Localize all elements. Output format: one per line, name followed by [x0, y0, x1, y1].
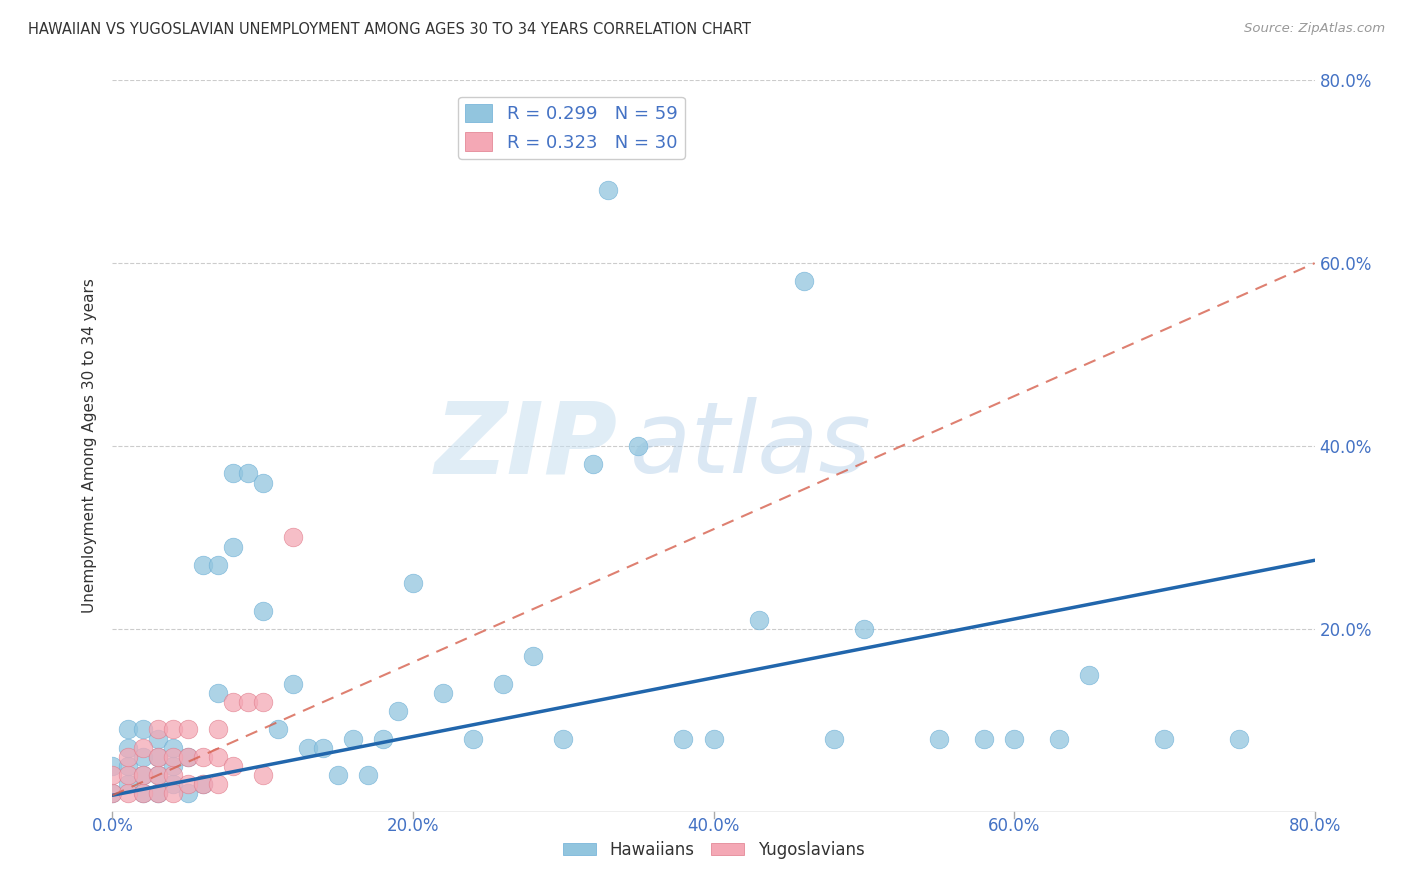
Text: HAWAIIAN VS YUGOSLAVIAN UNEMPLOYMENT AMONG AGES 30 TO 34 YEARS CORRELATION CHART: HAWAIIAN VS YUGOSLAVIAN UNEMPLOYMENT AMO… — [28, 22, 751, 37]
Point — [146, 787, 169, 801]
Point — [928, 731, 950, 746]
Point — [117, 759, 139, 773]
Point — [162, 749, 184, 764]
Point — [252, 768, 274, 782]
Point — [522, 649, 544, 664]
Point — [131, 740, 153, 755]
Text: ZIP: ZIP — [434, 398, 617, 494]
Point — [207, 723, 229, 737]
Point — [176, 723, 198, 737]
Point — [117, 723, 139, 737]
Point — [357, 768, 380, 782]
Point — [146, 787, 169, 801]
Point — [207, 777, 229, 791]
Point — [101, 787, 124, 801]
Point — [117, 749, 139, 764]
Point — [312, 740, 335, 755]
Point — [461, 731, 484, 746]
Legend: Hawaiians, Yugoslavians: Hawaiians, Yugoslavians — [555, 834, 872, 865]
Point — [131, 768, 153, 782]
Text: Source: ZipAtlas.com: Source: ZipAtlas.com — [1244, 22, 1385, 36]
Point — [252, 603, 274, 617]
Point — [281, 676, 304, 690]
Point — [162, 768, 184, 782]
Point — [146, 768, 169, 782]
Point — [162, 759, 184, 773]
Point — [973, 731, 995, 746]
Point — [342, 731, 364, 746]
Point — [598, 183, 620, 197]
Point — [267, 723, 290, 737]
Point — [162, 777, 184, 791]
Point — [162, 740, 184, 755]
Point — [371, 731, 394, 746]
Point — [281, 530, 304, 544]
Point — [176, 749, 198, 764]
Point — [191, 558, 214, 572]
Point — [252, 475, 274, 490]
Point — [387, 704, 409, 718]
Point — [117, 777, 139, 791]
Point — [823, 731, 845, 746]
Point — [101, 787, 124, 801]
Point — [131, 768, 153, 782]
Point — [748, 613, 770, 627]
Point — [117, 740, 139, 755]
Point — [852, 622, 875, 636]
Point — [101, 759, 124, 773]
Point — [162, 723, 184, 737]
Point — [236, 695, 259, 709]
Point — [176, 749, 198, 764]
Point — [793, 275, 815, 289]
Point — [627, 439, 650, 453]
Point — [176, 787, 198, 801]
Point — [582, 458, 605, 472]
Point — [117, 787, 139, 801]
Point — [131, 787, 153, 801]
Point — [492, 676, 515, 690]
Point — [131, 749, 153, 764]
Point — [222, 695, 245, 709]
Point — [432, 686, 454, 700]
Point — [1002, 731, 1025, 746]
Point — [297, 740, 319, 755]
Point — [222, 540, 245, 554]
Point — [207, 558, 229, 572]
Point — [1229, 731, 1251, 746]
Point — [191, 777, 214, 791]
Point — [146, 749, 169, 764]
Point — [146, 768, 169, 782]
Point — [146, 723, 169, 737]
Point — [252, 695, 274, 709]
Point — [101, 768, 124, 782]
Point — [191, 777, 214, 791]
Point — [402, 576, 425, 591]
Point — [176, 777, 198, 791]
Point — [236, 467, 259, 481]
Point — [702, 731, 725, 746]
Point — [131, 787, 153, 801]
Point — [117, 768, 139, 782]
Point — [1078, 667, 1101, 681]
Point — [222, 467, 245, 481]
Y-axis label: Unemployment Among Ages 30 to 34 years: Unemployment Among Ages 30 to 34 years — [82, 278, 97, 614]
Point — [207, 749, 229, 764]
Point — [191, 749, 214, 764]
Point — [553, 731, 575, 746]
Text: atlas: atlas — [630, 398, 872, 494]
Point — [672, 731, 695, 746]
Point — [131, 723, 153, 737]
Point — [162, 787, 184, 801]
Point — [1047, 731, 1070, 746]
Point — [146, 749, 169, 764]
Point — [326, 768, 349, 782]
Point — [1153, 731, 1175, 746]
Point — [207, 686, 229, 700]
Point — [146, 731, 169, 746]
Point — [222, 759, 245, 773]
